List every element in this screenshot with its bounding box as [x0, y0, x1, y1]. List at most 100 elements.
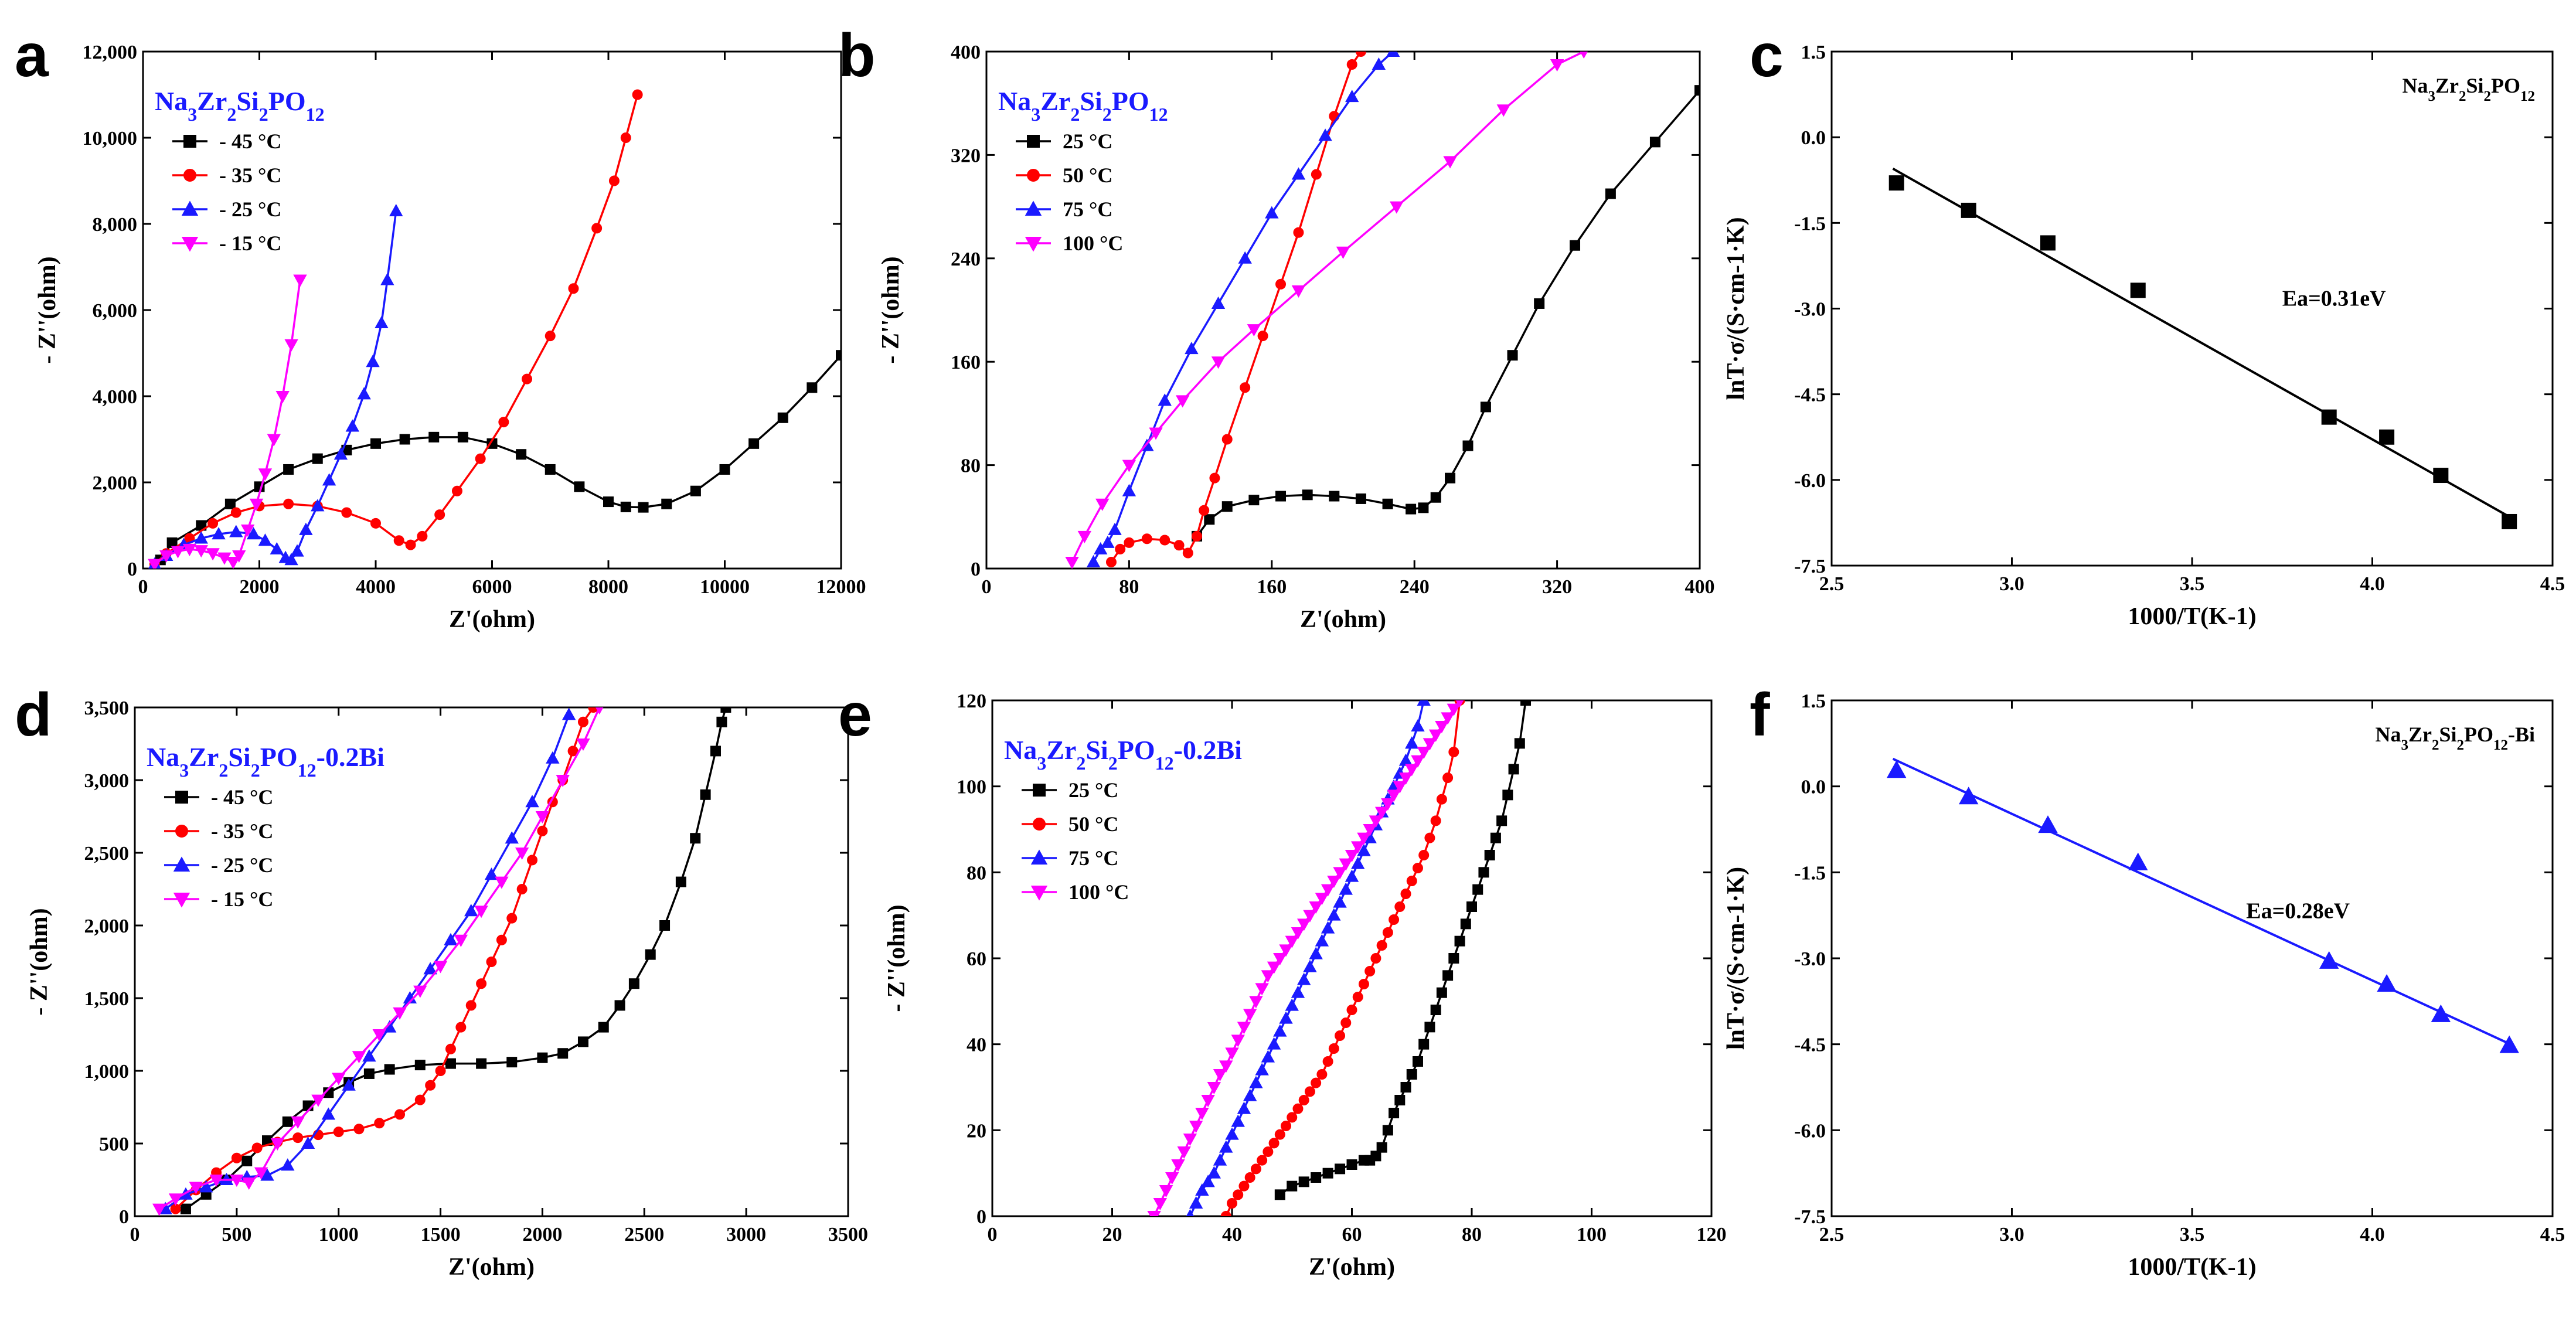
data-point	[1460, 918, 1471, 930]
data-point	[1298, 1176, 1309, 1187]
data-point	[1418, 1039, 1430, 1050]
data-point	[1186, 1209, 1195, 1216]
fit-line	[1892, 168, 2514, 520]
data-point	[474, 906, 488, 918]
data-point	[1315, 934, 1329, 947]
x-axis-label: 1000/T(K-1)	[2128, 1254, 2256, 1281]
data-point	[1219, 1140, 1233, 1153]
data-point	[1502, 789, 1513, 801]
data-point	[1201, 1095, 1215, 1108]
series-3	[148, 274, 307, 569]
y-axis-label: - Z''(ohm)	[26, 908, 53, 1015]
data-point	[574, 481, 585, 492]
legend-label: - 35 °C	[219, 164, 281, 187]
data-point	[311, 499, 325, 512]
data-point	[1372, 57, 1386, 70]
data-point	[1374, 806, 1389, 819]
data-point	[1355, 493, 1366, 504]
data-point	[1033, 818, 1046, 831]
y-tick-label: 240	[951, 249, 981, 270]
data-point	[1207, 1082, 1221, 1095]
data-point	[283, 498, 294, 509]
data-point	[603, 496, 614, 508]
y-axis-label: - Z''(ohm)	[34, 256, 61, 363]
x-axis-label: Z'(ohm)	[1309, 1254, 1395, 1281]
data-point	[246, 527, 261, 540]
series-line	[1093, 52, 1394, 563]
data-point	[1351, 856, 1365, 869]
y-tick-label: -4.5	[1794, 1034, 1826, 1056]
data-point	[1238, 1180, 1250, 1192]
data-point	[1649, 137, 1660, 148]
data-point	[1443, 156, 1457, 169]
x-tick-label: 120	[1697, 1224, 1727, 1245]
data-point	[1201, 1175, 1215, 1187]
x-tick-label: 500	[222, 1224, 251, 1245]
data-point	[1430, 1005, 1441, 1015]
data-point	[1315, 893, 1329, 906]
data-point	[334, 447, 348, 460]
data-point	[1442, 772, 1454, 783]
y-tick-label: 1,500	[84, 988, 130, 1010]
data-point	[1231, 1034, 1245, 1047]
data-point	[181, 237, 199, 252]
data-point	[2321, 409, 2337, 425]
x-tick-label: 2.5	[1819, 1224, 1845, 1245]
data-point	[1358, 979, 1369, 989]
data-point	[435, 1066, 446, 1076]
data-point	[1370, 953, 1381, 964]
data-point	[1211, 296, 1226, 309]
data-point	[445, 1043, 456, 1054]
data-point	[716, 716, 727, 727]
panel-letter: a	[15, 22, 49, 90]
x-tick-label: 1500	[421, 1224, 461, 1245]
data-point	[1311, 1077, 1322, 1088]
data-point	[628, 978, 639, 989]
data-point	[1175, 395, 1190, 408]
data-point	[1448, 747, 1459, 757]
data-point	[230, 507, 241, 518]
data-point	[1027, 169, 1040, 182]
data-point	[1185, 342, 1199, 355]
data-point	[1382, 927, 1393, 938]
data-point	[357, 387, 371, 400]
data-point	[486, 957, 497, 967]
panel-a: a 0 2000 4000 6000 8000 10000 12000 0 2,000 4,000 6…	[15, 22, 866, 633]
data-point	[1065, 556, 1079, 569]
data-point	[476, 1058, 487, 1069]
data-point	[1436, 794, 1447, 805]
data-point	[1250, 1163, 1261, 1175]
y-tick-label: 0.0	[1801, 127, 1826, 149]
data-point	[444, 933, 458, 945]
data-point	[1189, 1196, 1203, 1209]
data-point	[1382, 1125, 1393, 1136]
data-point	[525, 795, 539, 808]
x-tick-label: 12000	[816, 576, 866, 598]
y-tick-label: 1.5	[1801, 690, 1826, 712]
data-point	[1550, 59, 1564, 72]
y-tick-label: 120	[957, 690, 986, 712]
data-point	[1412, 1056, 1423, 1067]
data-point	[537, 825, 548, 836]
data-point	[380, 273, 394, 285]
data-point	[1406, 876, 1417, 886]
data-point	[240, 524, 255, 537]
y-tick-label: -4.5	[1794, 384, 1826, 406]
series-2	[158, 707, 576, 1214]
data-point	[2499, 1035, 2519, 1053]
data-point	[506, 1057, 518, 1068]
data-point	[1345, 90, 1359, 103]
x-tick-label: 60	[1342, 1224, 1362, 1245]
data-point	[1318, 128, 1332, 141]
legend-label: 25 °C	[1068, 778, 1118, 802]
data-point	[1417, 700, 1431, 706]
data-point	[394, 1109, 406, 1120]
y-tick-label: -6.0	[1794, 1120, 1826, 1142]
data-point	[224, 498, 236, 509]
data-point	[1357, 843, 1371, 856]
data-point	[1570, 240, 1581, 251]
legend-label: 75 °C	[1068, 846, 1118, 870]
data-point	[1478, 867, 1489, 878]
data-point	[333, 1127, 344, 1138]
data-point	[527, 855, 538, 866]
